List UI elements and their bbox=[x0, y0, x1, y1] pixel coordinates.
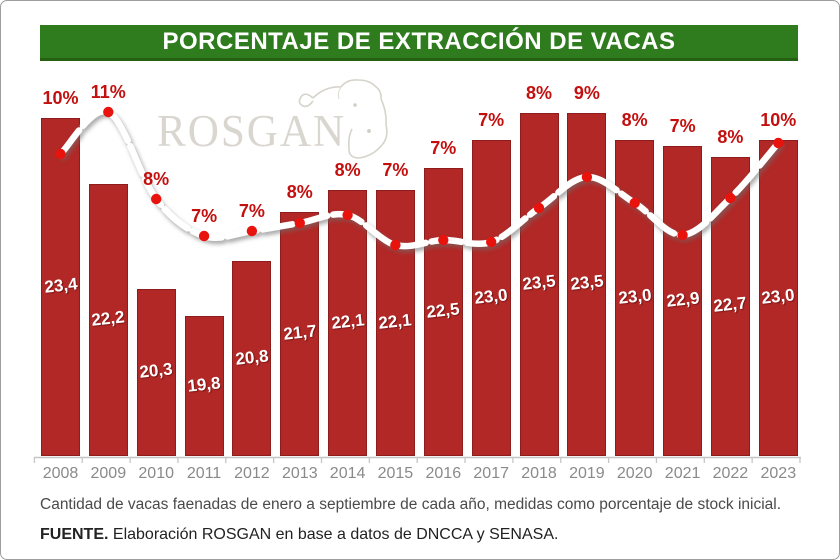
year-label: 2009 bbox=[90, 465, 127, 482]
data-point-dot bbox=[151, 193, 162, 205]
bar bbox=[232, 261, 272, 456]
data-point-dot bbox=[55, 148, 66, 160]
percent-label: 8% bbox=[717, 126, 744, 147]
data-point-dot bbox=[533, 202, 545, 214]
source-note: FUENTE. Elaboración ROSGAN en base a dat… bbox=[40, 526, 558, 544]
year-label: 2014 bbox=[329, 465, 366, 482]
percent-label: 8% bbox=[286, 181, 313, 202]
year-label: 2017 bbox=[473, 465, 509, 482]
year-label: 2012 bbox=[234, 465, 270, 482]
data-point-dot bbox=[677, 229, 688, 241]
bar bbox=[280, 211, 320, 456]
percent-label: 11% bbox=[90, 82, 126, 102]
data-point-dot bbox=[581, 171, 593, 183]
bar bbox=[567, 112, 607, 456]
year-label: 2011 bbox=[186, 465, 222, 482]
year-label: 2015 bbox=[377, 465, 414, 482]
year-label: 2010 bbox=[138, 465, 174, 482]
bar bbox=[88, 184, 128, 456]
year-label: 2013 bbox=[282, 465, 318, 482]
bar bbox=[136, 288, 176, 456]
percent-label: 10% bbox=[42, 88, 79, 108]
source-prefix: FUENTE. bbox=[40, 526, 109, 543]
year-label: 2020 bbox=[616, 465, 653, 482]
bar bbox=[184, 316, 224, 456]
percent-label: 7% bbox=[191, 206, 218, 226]
data-point-dot bbox=[725, 192, 736, 204]
bar bbox=[710, 156, 750, 456]
data-point-dot bbox=[342, 209, 353, 221]
year-label: 2021 bbox=[664, 465, 701, 482]
percent-label: 7% bbox=[669, 115, 696, 136]
bar-value-label: 20,8 bbox=[234, 345, 270, 369]
title-banner: PORCENTAJE DE EXTRACCIÓN DE VACAS bbox=[40, 25, 798, 61]
percent-label: 7% bbox=[478, 110, 505, 130]
percent-label: 9% bbox=[573, 82, 600, 103]
percent-label: 10% bbox=[760, 110, 797, 130]
rosgan-watermark-text: ROSGAN bbox=[157, 106, 347, 156]
bar bbox=[328, 189, 368, 456]
data-point-dot bbox=[246, 225, 258, 237]
source-text: Elaboración ROSGAN en base a datos de DN… bbox=[108, 526, 559, 543]
percent-label: 7% bbox=[382, 159, 409, 180]
cow-head-icon bbox=[298, 79, 388, 159]
year-label: 2016 bbox=[425, 465, 462, 482]
year-label: 2023 bbox=[760, 465, 797, 482]
data-point-dot bbox=[486, 236, 497, 248]
bar bbox=[41, 118, 80, 456]
percent-label: 7% bbox=[238, 201, 265, 221]
trend-line bbox=[57, 108, 782, 250]
data-point-dot bbox=[629, 197, 640, 209]
chart-title: PORCENTAJE DE EXTRACCIÓN DE VACAS bbox=[162, 27, 676, 55]
year-label: 2008 bbox=[42, 465, 79, 482]
data-point-dot bbox=[390, 239, 401, 251]
year-label: 2018 bbox=[521, 465, 557, 482]
percent-label: 8% bbox=[621, 110, 648, 130]
bar bbox=[375, 189, 415, 456]
percent-label: 7% bbox=[430, 137, 457, 158]
percent-label: 8% bbox=[143, 169, 170, 189]
percent-label: 8% bbox=[525, 82, 552, 103]
year-label: 2019 bbox=[569, 465, 605, 482]
bar bbox=[663, 145, 703, 456]
bar bbox=[758, 140, 798, 456]
percent-label: 8% bbox=[334, 159, 361, 180]
data-point-dot bbox=[438, 234, 449, 246]
data-point-dot bbox=[198, 230, 210, 242]
data-point-dot bbox=[103, 106, 114, 118]
data-point-dot bbox=[773, 137, 784, 149]
bar bbox=[423, 167, 463, 456]
year-label: 2022 bbox=[712, 465, 749, 482]
data-point-dot bbox=[294, 217, 305, 229]
bar bbox=[471, 140, 511, 456]
bar bbox=[519, 112, 559, 456]
chart-caption: Cantidad de vacas faenadas de enero a se… bbox=[40, 496, 782, 513]
